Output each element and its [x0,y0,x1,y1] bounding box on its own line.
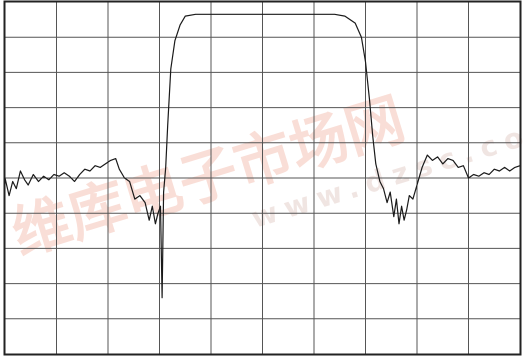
watermark: 维库电子市场网 www.dzsc.com [4,85,524,269]
grid [5,2,520,354]
trace-line-0 [4,13,521,299]
plot-border [3,0,522,356]
traces [4,13,521,299]
